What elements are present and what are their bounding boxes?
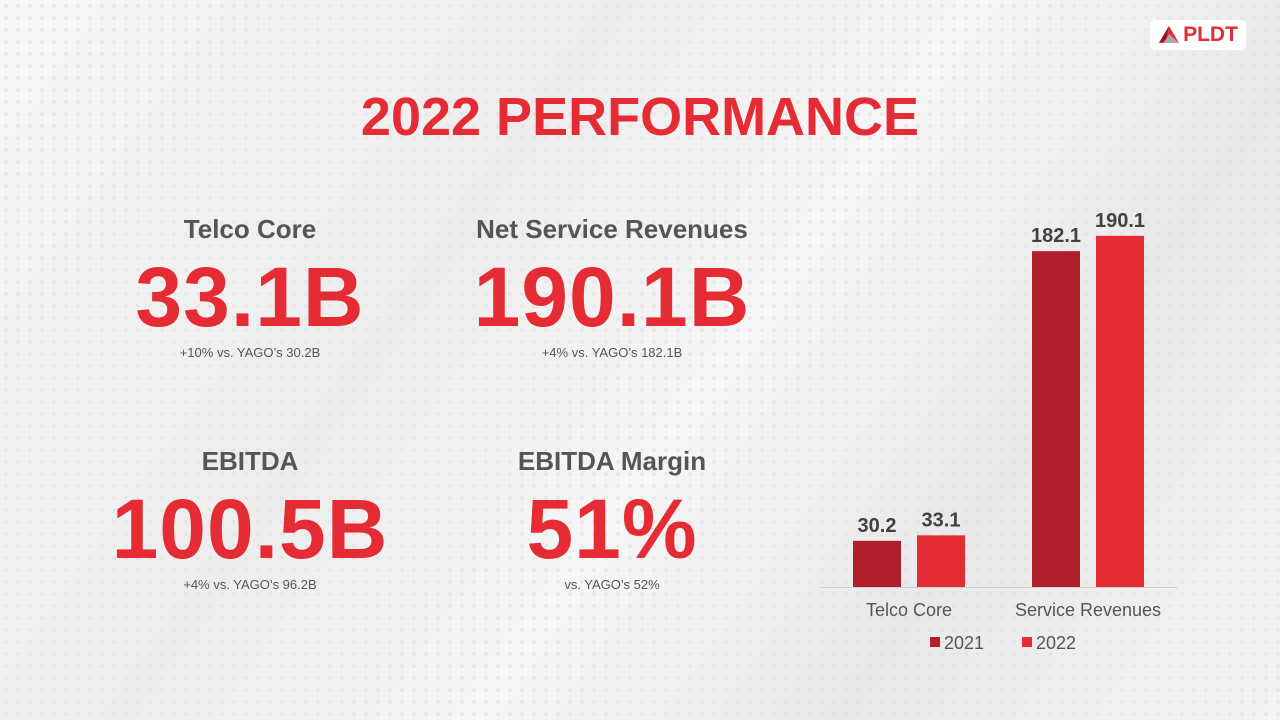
legend-label: 2021 — [944, 633, 984, 653]
legend-label: 2022 — [1036, 633, 1076, 653]
bar-2021-0 — [853, 540, 901, 587]
bar-2022-1 — [1096, 235, 1144, 587]
kpi-ebitda: EBITDA 100.5B +4% vs. YAGO’s 96.2B — [80, 446, 420, 592]
data-label: 33.1 — [922, 509, 961, 531]
data-label: 190.1 — [1095, 210, 1145, 232]
data-label: 182.1 — [1031, 225, 1081, 247]
x-tick-label: Service Revenues — [1015, 600, 1161, 620]
legend-swatch-2022 — [1022, 637, 1032, 647]
page-title: 2022 PERFORMANCE — [360, 87, 920, 147]
bar-2022-0 — [917, 535, 965, 587]
kpi-label: EBITDA — [201, 446, 299, 476]
bar-2021-1 — [1032, 251, 1080, 588]
kpi-value: 33.1B — [135, 250, 365, 344]
kpi-comparison: +4% vs. YAGO’s 182.1B — [541, 345, 683, 360]
data-label: 30.2 — [858, 515, 897, 537]
kpi-value: 51% — [526, 482, 698, 576]
logo-text: PLDT — [1183, 23, 1238, 46]
x-tick-label: Telco Core — [866, 600, 952, 620]
kpi-ebitda-margin: EBITDA Margin 51% vs. YAGO’s 52% — [462, 446, 762, 592]
kpi-telco-core: Telco Core 33.1B +10% vs. YAGO’s 30.2B — [90, 214, 410, 360]
legend-swatch-2021 — [930, 637, 940, 647]
kpi-label: Telco Core — [183, 214, 317, 244]
kpi-value: 190.1B — [473, 250, 751, 344]
pldt-logo: PLDT — [1150, 20, 1246, 50]
kpi-net-service-revenues: Net Service Revenues 190.1B +4% vs. YAGO… — [432, 214, 792, 360]
kpi-label: Net Service Revenues — [476, 214, 748, 244]
kpi-value: 100.5B — [111, 482, 389, 576]
kpi-comparison: +4% vs. YAGO’s 96.2B — [183, 577, 317, 592]
kpi-comparison: +10% vs. YAGO’s 30.2B — [179, 345, 321, 360]
pldt-logo-icon — [1159, 26, 1180, 43]
kpi-label: EBITDA Margin — [517, 446, 707, 476]
kpi-comparison: vs. YAGO’s 52% — [564, 577, 660, 592]
